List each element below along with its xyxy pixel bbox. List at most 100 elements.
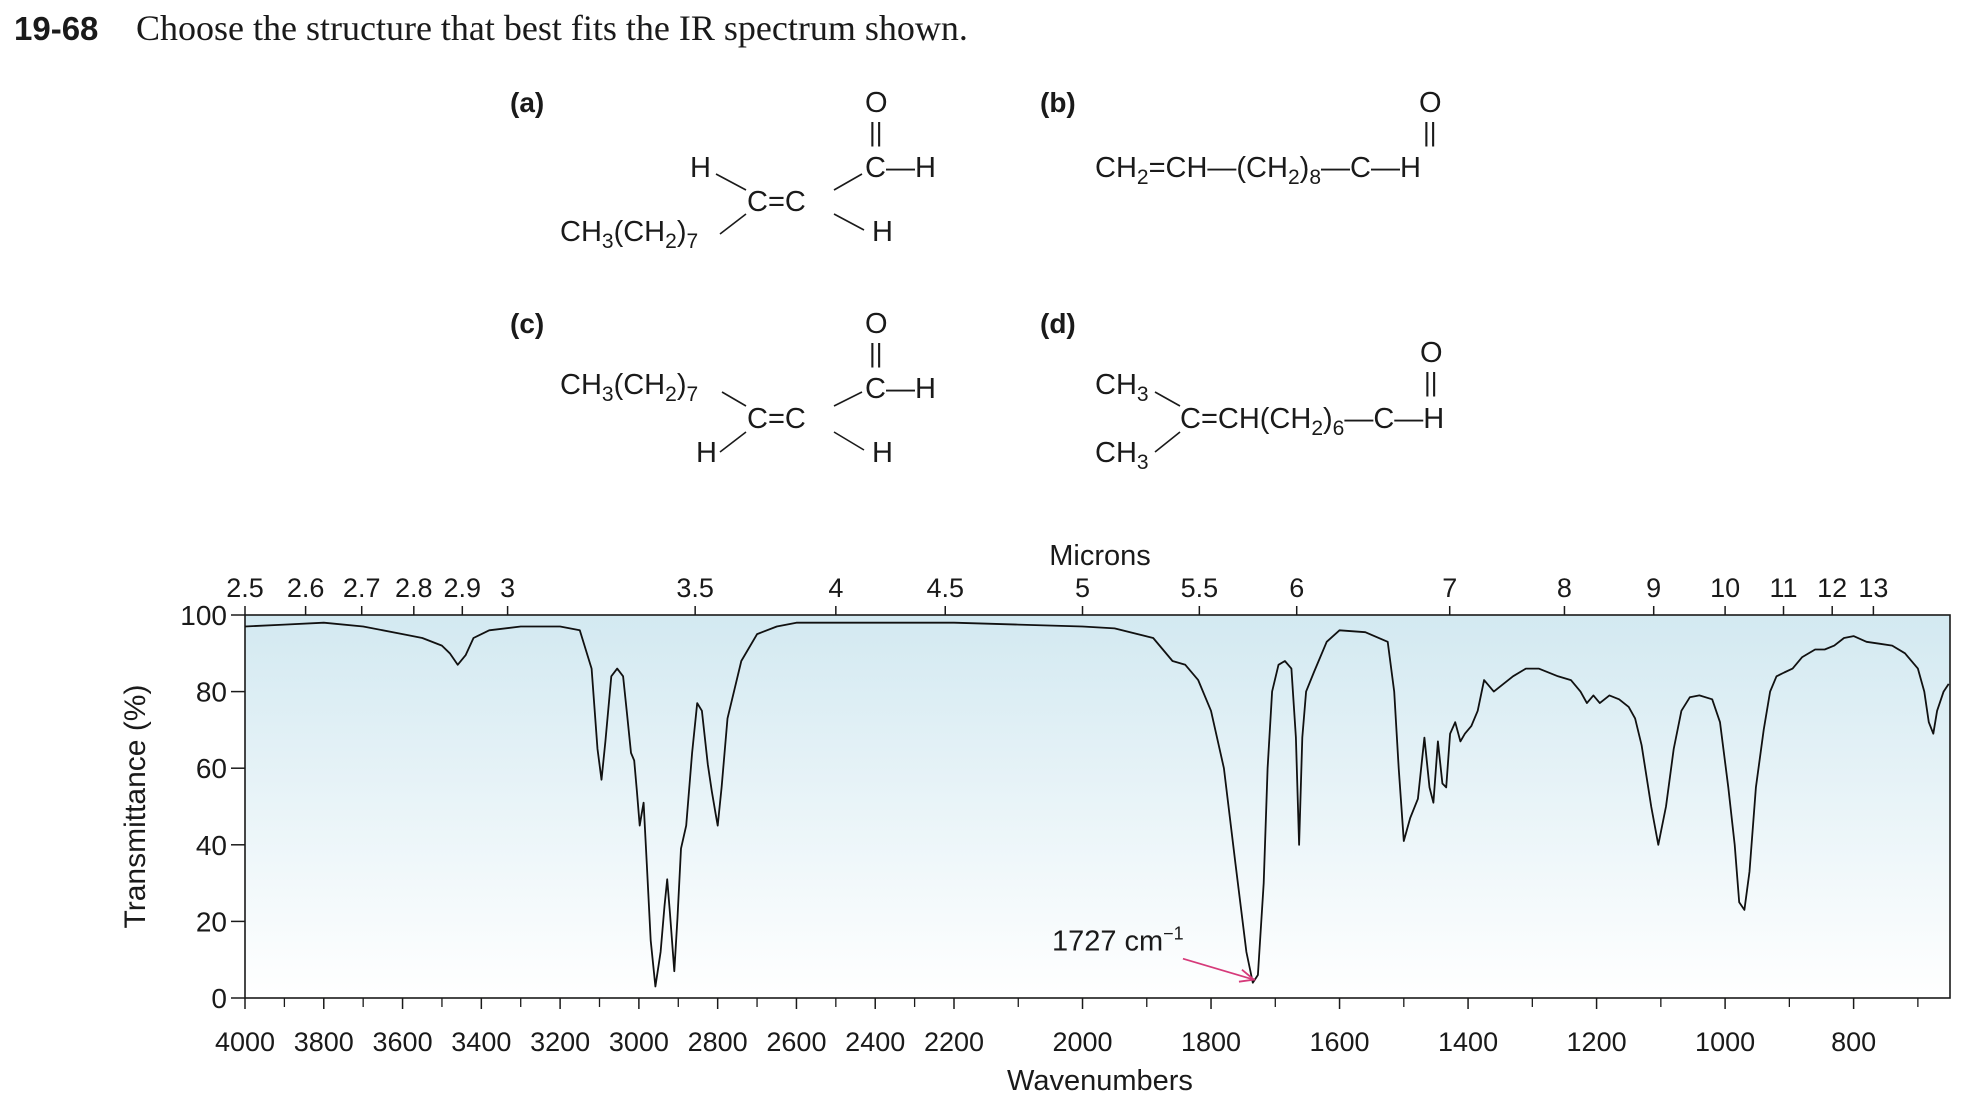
structure-a-bond-chain [719,213,747,235]
annotation-arrow [1182,957,1255,981]
micron-tick-label: 5 [1075,573,1090,603]
x-tick-label: 1600 [1310,1027,1370,1057]
y-tick-label: 100 [180,600,227,631]
y-tick-label: 0 [211,983,227,1014]
structure-d-ch3-bottom: CH3 [1095,437,1149,474]
structure-a-bond-cho [833,173,863,191]
structure-a-oxygen: O [865,87,888,119]
structure-c-h-left: H [696,437,717,469]
y-tick-label: 40 [196,830,227,861]
structure-c-alkene: C=C [747,403,806,435]
micron-tick-label: 2.9 [444,573,482,603]
structure-c-double-bond: || [869,338,883,368]
x-tick-label: 800 [1831,1027,1876,1057]
micron-tick-label: 10 [1710,573,1740,603]
structure-c-bond-h [719,431,747,453]
structure-c-bond-chain [721,391,747,407]
structure-a-alkene: C=C [747,186,806,218]
micron-tick-label: 6 [1289,573,1304,603]
x-tick-label: 3600 [373,1027,433,1057]
micron-tick-label: 5.5 [1181,573,1219,603]
x-tick-label: 1200 [1567,1027,1627,1057]
micron-tick-label: 2.6 [287,573,325,603]
structure-c-aldehyde: C—H [865,373,936,405]
structure-d-label: (d) [1040,308,1076,339]
annotation-label: 1727 cm−1 [1052,924,1184,958]
structure-a-bond-h [715,173,747,191]
structure-b-formula: CH2=CH—(CH2)8—C—H [1095,152,1421,189]
structure-b: (b) O || CH2=CH—(CH2)8—C—H [1040,87,1442,189]
structure-c-bond-cho [833,391,863,407]
micron-tick-label: 8 [1557,573,1572,603]
structure-c-h-right: H [872,437,893,469]
x-tick-label: 2000 [1052,1027,1112,1057]
x-tick-label: 1400 [1438,1027,1498,1057]
micron-tick-label: 13 [1858,573,1888,603]
annotation-superscript: −1 [1163,924,1184,944]
micron-tick-label: 2.8 [395,573,433,603]
structure-b-label: (b) [1040,87,1076,118]
structure-a-bond-hr [833,213,865,231]
x-tick-label: 2800 [688,1027,748,1057]
micron-tick-label: 4 [828,573,843,603]
structure-a: (a) O || C—H H C=C H CH3(CH2)7 [510,87,936,253]
y-tick-label: 80 [196,677,227,708]
x-tick-label: 2200 [924,1027,984,1057]
structure-b-oxygen: O [1419,87,1442,119]
y-axis-label: Transmittance (%) [119,685,152,929]
micron-tick-label: 4.5 [926,573,964,603]
structure-a-label: (a) [510,87,544,118]
x-tick-label: 4000 [215,1027,275,1057]
y-tick-label: 60 [196,753,227,784]
x-tick-label: 3400 [451,1027,511,1057]
micron-tick-label: 2.7 [343,573,381,603]
x-tick-label: 1800 [1181,1027,1241,1057]
x-axis-label: Wavenumbers [1007,1065,1193,1094]
structure-d-oxygen: O [1420,337,1443,369]
x-tick-label: 3800 [294,1027,354,1057]
structure-a-h-top: H [690,152,711,184]
structure-d-bond-bottom [1154,431,1181,453]
problem-number: 19-68 [14,10,98,47]
structure-c-oxygen: O [865,308,888,340]
micron-tick-label: 12 [1817,573,1847,603]
structure-c-bond-hr [833,431,865,451]
x-tick-label: 2400 [845,1027,905,1057]
micron-tick-label: 3.5 [676,573,714,603]
micron-tick-label: 2.5 [226,573,264,603]
structure-c-chain: CH3(CH2)7 [560,369,698,406]
y-tick-label: 20 [196,906,227,937]
peak-annotation: 1727 cm−1 [1052,924,1257,983]
micron-tick-label: 9 [1646,573,1661,603]
structure-c: (c) O || C—H CH3(CH2)7 C=C H H [510,308,936,469]
structure-d-ch3-top: CH3 [1095,369,1149,406]
micron-axis-label: Microns [1049,540,1151,572]
x-axis-ticks: 4000 3800 3600 3400 3200 3000 2800 2600 2400 2200… [215,998,1919,1057]
x-tick-label: 1000 [1695,1027,1755,1057]
structure-a-h-right: H [872,216,893,248]
spectrum-line [244,621,1950,988]
structure-c-label: (c) [510,308,544,339]
micron-tick-label: 7 [1442,573,1457,603]
x-tick-label: 2600 [766,1027,826,1057]
structure-d-bond-top [1154,391,1181,407]
structure-a-double-bond: || [869,117,883,147]
structure-a-aldehyde: C—H [865,152,936,184]
micron-tick-label: 11 [1769,573,1797,603]
micron-tick-label: 3 [500,573,515,603]
problem-text: Choose the structure that best fits the … [136,8,968,48]
structure-d-formula: C=CH(CH2)6—C—H [1180,403,1444,440]
micron-axis-ticks: 2.5 2.6 2.7 2.8 2.9 3 3.5 4 4.5 5 5.5 6 7 8 9 10 11 12 13 [226,573,1888,615]
annotation-arrowhead [1238,968,1257,983]
structure-b-double-bond: || [1423,117,1437,147]
x-tick-label: 3000 [609,1027,669,1057]
x-tick-label: 3200 [530,1027,590,1057]
annotation-text: 1727 cm [1052,926,1163,958]
structure-a-chain: CH3(CH2)7 [560,216,698,253]
structure-d: (d) O || CH3 C=CH(CH2)6—C—H CH3 [1040,308,1444,474]
y-axis-ticks: 100 80 60 40 20 0 [180,600,245,1014]
structure-d-double-bond: || [1424,367,1438,397]
